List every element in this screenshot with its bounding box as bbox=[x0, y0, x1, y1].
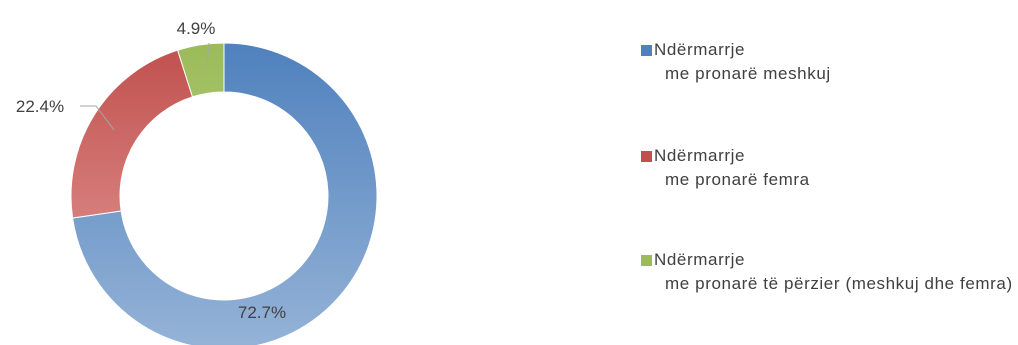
leader-line-mixed bbox=[206, 42, 210, 67]
slice-mixed-owners[interactable] bbox=[177, 42, 225, 98]
legend-label-line2: me pronarë të përzier (meshkuj dhe femra… bbox=[665, 274, 1013, 293]
legend-label-line1: Ndërmarrje bbox=[654, 146, 746, 165]
data-label-female-owners: 22.4% bbox=[16, 97, 64, 116]
slice-male-owners[interactable] bbox=[72, 42, 378, 345]
slice-female-owners[interactable] bbox=[70, 49, 194, 219]
legend-swatch-female bbox=[641, 151, 652, 162]
legend-label-line1: Ndërmarrje bbox=[654, 40, 746, 59]
data-label-male-owners: 72.7% bbox=[238, 303, 286, 322]
legend-item-female-owners[interactable]: Ndërmarrje me pronarë femra bbox=[641, 144, 1018, 192]
legend-swatch-mixed bbox=[641, 255, 652, 266]
chart-legend: Ndërmarrje me pronarë meshkuj Ndërmarrje… bbox=[641, 0, 1018, 345]
legend-swatch-male bbox=[641, 45, 652, 56]
legend-item-male-owners[interactable]: Ndërmarrje me pronarë meshkuj bbox=[641, 38, 1018, 86]
legend-label-line2: me pronarë femra bbox=[665, 170, 810, 189]
data-labels: 72.7% 22.4% 4.9% bbox=[16, 19, 286, 322]
legend-label-line1: Ndërmarrje bbox=[654, 250, 746, 269]
leader-lines bbox=[80, 42, 210, 131]
legend-label-line2: me pronarë meshkuj bbox=[665, 64, 831, 83]
doughnut-slices bbox=[70, 42, 378, 345]
leader-line-female bbox=[80, 105, 115, 131]
doughnut-chart: 72.7% 22.4% 4.9% bbox=[16, 19, 378, 345]
legend-item-mixed-owners[interactable]: Ndërmarrje me pronarë të përzier (meshku… bbox=[641, 248, 1018, 296]
data-label-mixed-owners: 4.9% bbox=[177, 19, 216, 38]
